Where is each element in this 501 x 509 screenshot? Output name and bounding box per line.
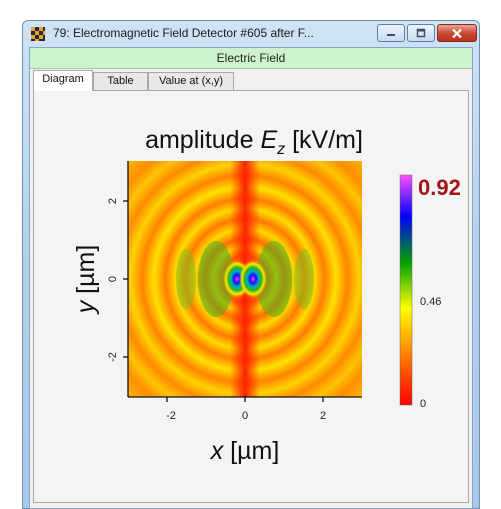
x-tick-label: -2	[166, 410, 176, 422]
field-ring-outer-right	[256, 241, 292, 317]
field-header: Electric Field	[30, 48, 472, 69]
field-plot: amplitude Ez [kV/m]	[72, 126, 461, 465]
colorbar-max-label: 0.92	[418, 175, 461, 200]
heatmap	[128, 161, 362, 397]
close-button[interactable]	[437, 24, 477, 42]
field-ring-far-right	[294, 249, 314, 309]
window-client-area: Electric Field Diagram Table Value at (x…	[29, 47, 473, 509]
x-tick-label: 0	[242, 410, 248, 422]
tab-value-at-xy[interactable]: Value at (x,y)	[148, 72, 234, 90]
plot-title: amplitude Ez [kV/m]	[145, 126, 363, 158]
maximize-icon	[416, 28, 426, 38]
x-tick-label: 2	[320, 410, 326, 422]
app-window: 79: Electromagnetic Field Detector #605 …	[22, 20, 480, 509]
diagram-panel: amplitude Ez [kV/m]	[33, 90, 469, 503]
title-bar[interactable]: 79: Electromagnetic Field Detector #605 …	[23, 21, 479, 47]
colorbar	[399, 174, 413, 406]
maximize-button[interactable]	[407, 24, 435, 42]
tab-diagram[interactable]: Diagram	[33, 70, 93, 91]
y-tick-label: 2	[107, 198, 119, 204]
x-axis-label: x [µm]	[210, 437, 280, 465]
plot-title-unit: [kV/m]	[285, 126, 363, 154]
field-peak-right	[239, 260, 267, 298]
x-axis-label-unit: [µm]	[223, 437, 279, 465]
field-ring-outer-left	[198, 241, 234, 317]
colorbar-min-label: 0	[420, 398, 426, 410]
plot-title-prefix: amplitude	[145, 126, 260, 154]
minimize-button[interactable]	[377, 24, 405, 42]
close-icon	[452, 28, 462, 38]
y-tick-label: -2	[107, 352, 119, 362]
minimize-icon	[387, 34, 395, 36]
plot-axes	[123, 161, 362, 402]
y-axis-label-var: y	[72, 299, 100, 315]
tab-table[interactable]: Table	[93, 72, 148, 90]
window-title: 79: Electromagnetic Field Detector #605 …	[53, 26, 314, 40]
plot-title-symbol: E	[260, 126, 277, 154]
x-axis-label-var: x	[210, 437, 225, 465]
y-axis-label: y [µm]	[72, 245, 100, 316]
y-tick-label: 0	[107, 276, 119, 282]
y-axis-label-unit: [µm]	[72, 245, 100, 301]
field-ring-far-left	[176, 249, 196, 309]
checkerboard-app-icon	[31, 27, 45, 41]
colorbar-mid-label: 0.46	[420, 296, 441, 308]
plot-title-subscript: z	[276, 141, 285, 158]
